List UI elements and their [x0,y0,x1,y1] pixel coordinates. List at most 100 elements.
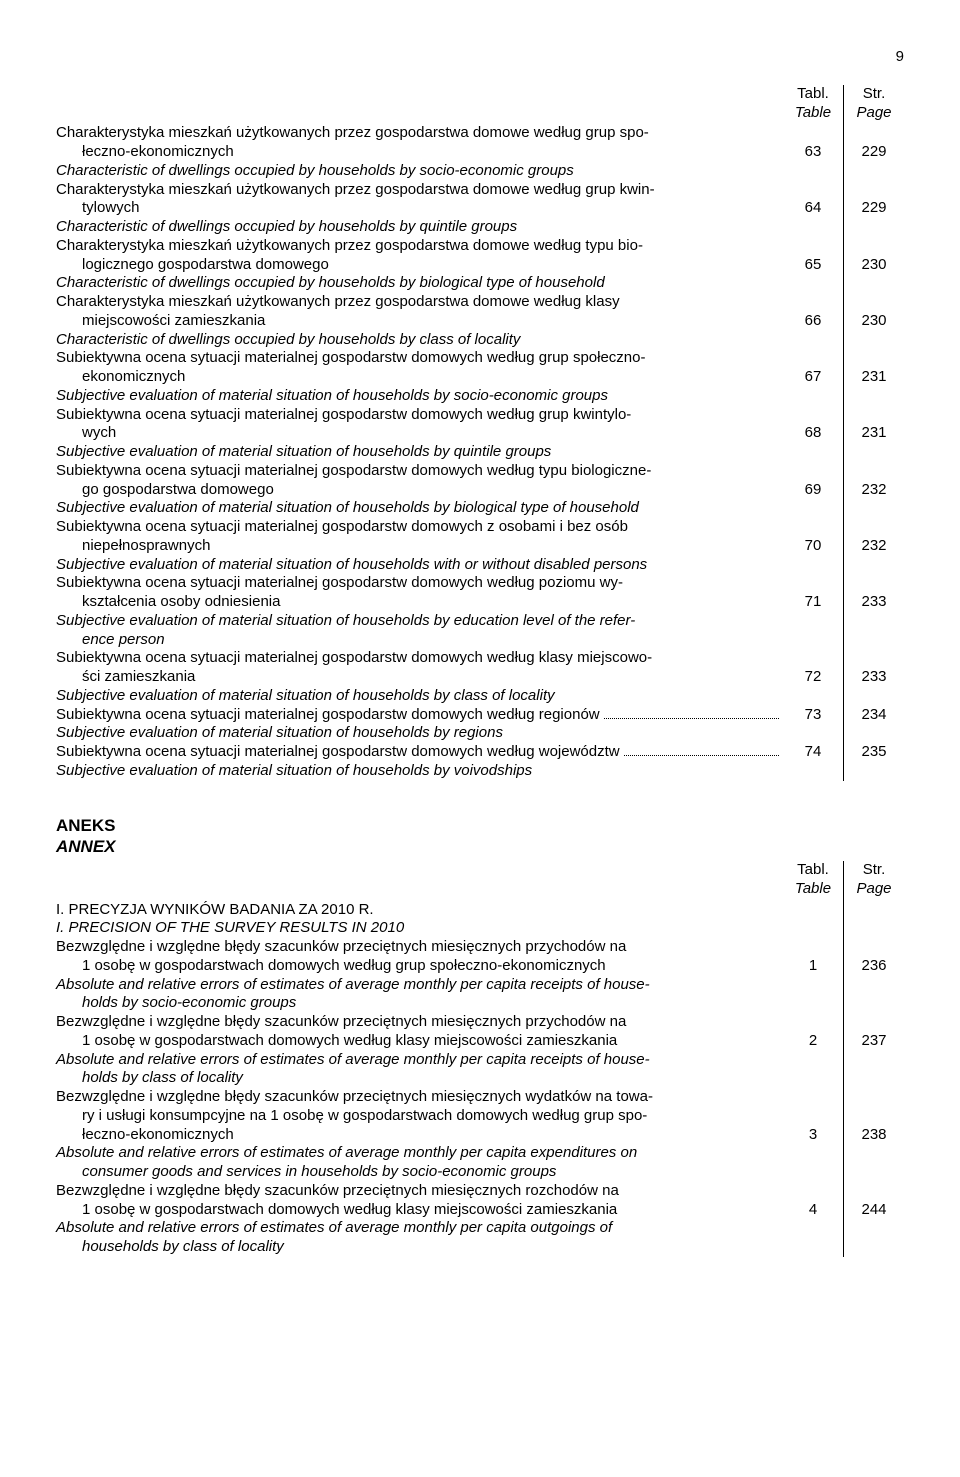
annex-section: ANEKS ANNEX Tabl. Table Str. Page I. PRE… [56,815,904,1257]
entry-text-pl: Subiektywna ocena sytuacji materialnej g… [56,349,783,368]
entry-text-pl: logicznego gospodarstwa domowego [82,256,329,275]
toc-entry-en: Subjective evaluation of material situat… [56,443,904,462]
toc-entry-pl: Bezwzględne i względne błędy szacunków p… [56,1088,904,1144]
entry-text-en: Characteristic of dwellings occupied by … [56,162,574,179]
entry-text-pl: Charakterystyka mieszkań użytkowanych pr… [56,181,783,200]
entry-text-en: consumer goods and services in household… [56,1163,783,1182]
entry-text-en: Absolute and relative errors of estimate… [56,976,783,995]
tabl-number: 64 [783,181,844,219]
annex-heading-pl: ANEKS [56,815,904,836]
entry-text-en: Characteristic of dwellings occupied by … [56,331,520,348]
toc-main-table: Tabl. Table Str. Page Charakterystyka mi… [56,85,904,781]
tabl-number: 66 [783,293,844,331]
toc-entry-pl: Subiektywna ocena sytuacji materialnej g… [56,706,904,725]
tabl-number: 67 [783,349,844,387]
entry-text-pl: Bezwzględne i względne błędy szacunków p… [56,1013,783,1032]
tabl-number: 2 [783,1013,844,1051]
entry-text-pl: 1 osobę w gospodarstwach domowych według… [82,957,606,976]
tabl-number: 68 [783,406,844,444]
entry-text-en: Subjective evaluation of material situat… [56,556,647,573]
toc-entry-pl: Charakterystyka mieszkań użytkowanych pr… [56,237,904,275]
entry-text-en: Absolute and relative errors of estimate… [56,1219,783,1238]
page-number: 232 [844,518,905,556]
table-header-row: Tabl. Table Str. Page [56,85,904,125]
toc-entry-en: Subjective evaluation of material situat… [56,612,904,650]
page-number: 231 [844,406,905,444]
entry-text-pl: go gospodarstwa domowego [82,481,274,500]
toc-entry-en: Subjective evaluation of material situat… [56,762,904,781]
dotted-leader [624,747,779,756]
entry-text-pl: Subiektywna ocena sytuacji materialnej g… [56,518,783,537]
entry-text-pl: Bezwzględne i względne błędy szacunków p… [56,1088,783,1107]
toc-entry-pl: Charakterystyka mieszkań użytkowanych pr… [56,181,904,219]
entry-text-pl: wych [82,424,116,443]
tabl-number: 63 [783,124,844,162]
tabl-number: 73 [783,706,844,725]
tabl-number: 70 [783,518,844,556]
entry-text-en: Subjective evaluation of material situat… [56,724,503,741]
toc-annex-table: Tabl. Table Str. Page I. PRECYZJA WYNIKÓ… [56,861,904,1257]
page-number: 233 [844,649,905,687]
page-number: 231 [844,349,905,387]
entry-text-pl: Charakterystyka mieszkań użytkowanych pr… [56,124,783,143]
entry-text-pl: Subiektywna ocena sytuacji materialnej g… [56,743,620,762]
dotted-leader [604,709,779,718]
toc-entry-en: Subjective evaluation of material situat… [56,556,904,575]
toc-entry-en: Absolute and relative errors of estimate… [56,1144,904,1182]
tabl-number: 71 [783,574,844,612]
toc-entry-pl: Subiektywna ocena sytuacji materialnej g… [56,349,904,387]
toc-entry-en: Characteristic of dwellings occupied by … [56,218,904,237]
entry-text-en: Subjective evaluation of material situat… [56,387,608,404]
page-number: 244 [844,1182,905,1220]
annex-heading-en: ANNEX [56,836,904,857]
entry-text-en: Subjective evaluation of material situat… [56,443,551,460]
toc-entry-en: Subjective evaluation of material situat… [56,724,904,743]
toc-entry-pl: Bezwzględne i względne błędy szacunków p… [56,938,904,976]
toc-entry-pl: Subiektywna ocena sytuacji materialnej g… [56,462,904,500]
entry-text-en: Absolute and relative errors of estimate… [56,1144,783,1163]
page-number-header: 9 [56,48,904,67]
entry-text-pl: Subiektywna ocena sytuacji materialnej g… [56,406,783,425]
toc-entry-pl: Bezwzględne i względne błędy szacunków p… [56,1013,904,1051]
toc-entry-en: Absolute and relative errors of estimate… [56,1051,904,1089]
page-number: 238 [844,1088,905,1144]
section-title-pl: I. PRECYZJA WYNIKÓW BADANIA ZA 2010 R. [56,901,783,920]
entry-text-pl: łeczno-ekonomicznych [82,1126,234,1145]
entry-text-pl: Subiektywna ocena sytuacji materialnej g… [56,649,783,668]
toc-entry-en: Absolute and relative errors of estimate… [56,976,904,1014]
toc-entry-pl: Subiektywna ocena sytuacji materialnej g… [56,743,904,762]
entry-text-en: Subjective evaluation of material situat… [56,762,532,779]
entry-text-pl: Subiektywna ocena sytuacji materialnej g… [56,462,783,481]
entry-text-en: households by class of locality [56,1238,783,1257]
page-number: 233 [844,574,905,612]
entry-text-pl: ekonomicznych [82,368,185,387]
page-number: 229 [844,181,905,219]
entry-text-en: Characteristic of dwellings occupied by … [56,274,605,291]
toc-entry-en: Subjective evaluation of material situat… [56,387,904,406]
toc-entry-pl: Subiektywna ocena sytuacji materialnej g… [56,406,904,444]
page-number: 235 [844,743,905,762]
tabl-number: 4 [783,1182,844,1220]
tabl-number: 69 [783,462,844,500]
tabl-number: 74 [783,743,844,762]
entry-text-en: Subjective evaluation of material situat… [56,687,555,704]
entry-text-pl: Charakterystyka mieszkań użytkowanych pr… [56,237,783,256]
page-number: 230 [844,237,905,275]
entry-text-pl: Subiektywna ocena sytuacji materialnej g… [56,706,600,725]
page-number: 230 [844,293,905,331]
col-tabl-en: Table [783,104,843,123]
entry-text-pl: miejscowości zamieszkania [82,312,265,331]
toc-entry-en: Subjective evaluation of material situat… [56,499,904,518]
entry-text-pl: tylowych [82,199,140,218]
entry-text-pl: 1 osobę w gospodarstwach domowych według… [82,1032,617,1051]
tabl-number: 1 [783,938,844,976]
toc-entry-pl: Charakterystyka mieszkań użytkowanych pr… [56,124,904,162]
section-title-en: I. PRECISION OF THE SURVEY RESULTS IN 20… [56,919,783,938]
entry-text-en: holds by class of locality [56,1069,783,1088]
tabl-number: 72 [783,649,844,687]
col-page-en: Page [844,880,904,899]
entry-text-pl: ry i usługi konsumpcyjne na 1 osobę w go… [56,1107,783,1126]
entry-text-en: ence person [56,631,783,650]
page-number: 236 [844,938,905,976]
section-title-row: I. PRECYZJA WYNIKÓW BADANIA ZA 2010 R. I… [56,901,904,939]
